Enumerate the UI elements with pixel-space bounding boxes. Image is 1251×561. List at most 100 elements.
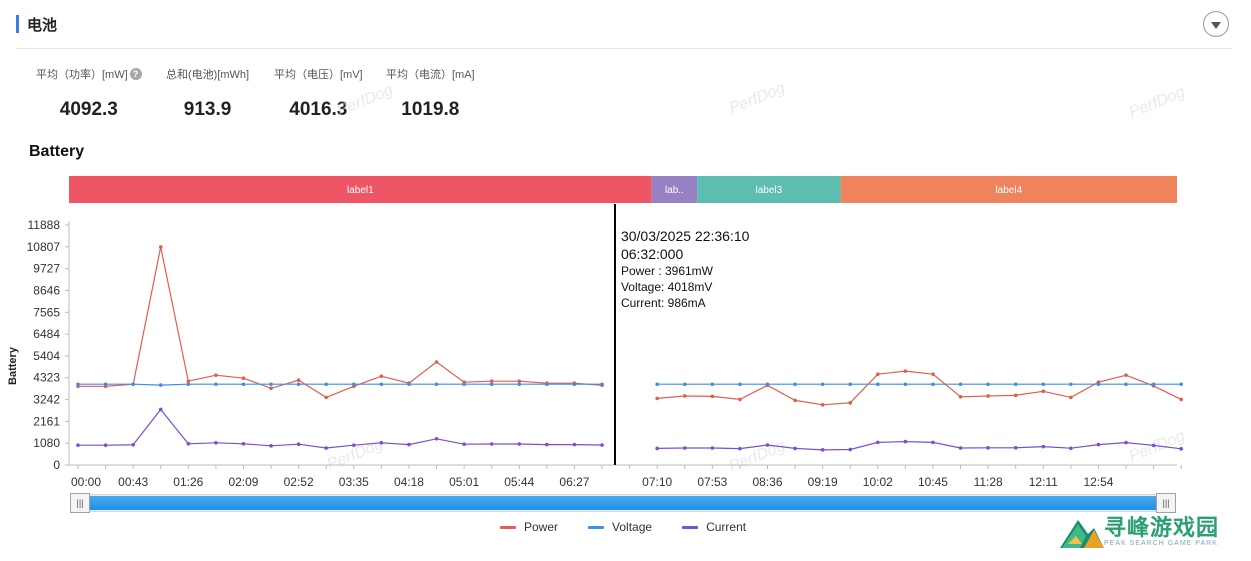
zoom-handle-left[interactable]: |||	[70, 493, 90, 513]
y-tick-label: 3242	[33, 393, 60, 407]
y-tick-label: 7565	[33, 305, 60, 319]
zoom-handle-right[interactable]: |||	[1156, 493, 1176, 513]
chart-legend: Power Voltage Current	[500, 520, 746, 534]
data-point-voltage	[1041, 382, 1046, 387]
series-line-current	[78, 408, 603, 449]
stat-avg-power: 平均（功率）[mW]? 4092.3	[36, 66, 142, 121]
x-tick-label: 07:10	[642, 475, 672, 489]
data-point-current	[793, 446, 797, 451]
label-band[interactable]	[69, 176, 652, 203]
stat-avg-current: 平均（电流）[mA] 1019.8	[386, 66, 475, 121]
tooltip-line: Voltage: 4018mV	[621, 280, 712, 294]
data-point-current	[876, 440, 880, 445]
data-point-voltage	[848, 382, 853, 387]
data-point-current	[765, 443, 770, 447]
data-point-voltage	[186, 382, 191, 387]
stat-value: 4092.3	[59, 99, 118, 120]
stat-value: 4016.3	[289, 99, 348, 120]
series-line-power	[78, 246, 603, 399]
data-point-current	[214, 440, 218, 445]
data-point-power	[876, 372, 880, 376]
logo-text-cn: 寻峰游戏园	[1104, 514, 1220, 540]
data-point-current	[958, 446, 963, 450]
data-point-power	[1124, 373, 1128, 377]
x-tick-label: 10:45	[918, 475, 948, 489]
data-point-power	[1179, 397, 1183, 402]
data-point-voltage	[1179, 382, 1183, 387]
stat-value: 913.9	[183, 99, 232, 120]
label-band[interactable]	[840, 176, 1177, 203]
tooltip-time: 06:32:000	[621, 246, 683, 262]
legend-swatch	[500, 525, 516, 529]
data-point-power	[489, 379, 494, 384]
data-point-current	[462, 442, 466, 447]
data-point-voltage	[876, 382, 880, 387]
x-tick-label: 03:35	[339, 475, 369, 489]
legend-item-current[interactable]: Current	[682, 520, 746, 534]
data-point-voltage	[820, 382, 825, 387]
x-tick-label: 01:26	[173, 475, 203, 489]
stat-label: 平均（电压）[mV]	[274, 69, 363, 81]
data-point-power	[517, 379, 522, 384]
data-point-current	[710, 446, 715, 450]
data-point-voltage	[1096, 382, 1101, 387]
data-point-voltage	[545, 382, 549, 387]
section-header: 电池	[16, 14, 57, 34]
data-point-current	[738, 446, 742, 451]
label-band[interactable]	[651, 176, 698, 203]
label-band[interactable]	[697, 176, 841, 203]
data-point-voltage	[1013, 382, 1018, 387]
data-point-voltage	[407, 382, 411, 387]
data-point-voltage	[931, 382, 935, 387]
data-point-power	[710, 394, 715, 399]
y-tick-label: 11888	[28, 218, 61, 232]
stat-label: 平均（电流）[mA]	[386, 69, 475, 81]
x-tick-label: 04:18	[394, 475, 424, 489]
tooltip-datetime: 30/03/2025 22:36:10	[621, 228, 750, 244]
data-point-current	[820, 448, 825, 452]
data-point-voltage	[958, 382, 963, 387]
section-title: 电池	[27, 16, 58, 34]
stat-label: 平均（功率）[mW]	[36, 69, 128, 81]
chart-title: Battery	[29, 143, 85, 160]
data-point-power	[379, 374, 384, 378]
data-point-power	[158, 245, 163, 249]
x-tick-label: 06:27	[559, 475, 589, 489]
data-point-current	[1013, 446, 1018, 450]
collapse-button[interactable]	[1203, 11, 1229, 37]
data-point-voltage	[572, 382, 577, 387]
x-tick-label: 00:00	[71, 475, 101, 489]
legend-label: Power	[524, 520, 559, 534]
data-point-voltage	[1069, 382, 1073, 387]
data-point-power	[793, 398, 797, 403]
data-point-power	[1013, 393, 1018, 398]
x-tick-label: 02:09	[228, 475, 258, 489]
zoom-slider-range[interactable]	[72, 496, 1172, 510]
legend-item-voltage[interactable]: Voltage	[588, 520, 652, 534]
data-point-current	[352, 443, 356, 448]
data-point-voltage	[903, 382, 908, 387]
help-icon[interactable]: ?	[129, 68, 142, 80]
y-axis-label: Battery	[7, 346, 19, 385]
header-divider	[16, 48, 1231, 49]
data-point-current	[572, 442, 577, 447]
data-point-voltage	[241, 382, 246, 387]
legend-item-power[interactable]: Power	[500, 520, 558, 534]
data-point-current	[241, 442, 246, 446]
tooltip-line: Power : 3961mW	[621, 264, 714, 278]
data-point-voltage	[379, 382, 384, 387]
title-accent-bar	[16, 15, 19, 33]
data-point-current	[434, 436, 439, 441]
y-tick-label: 8646	[33, 283, 60, 297]
data-point-voltage	[103, 382, 108, 387]
legend-swatch	[588, 525, 605, 529]
y-tick-label: 10807	[27, 240, 61, 254]
data-point-current	[103, 443, 108, 448]
x-tick-label: 12:11	[1029, 475, 1058, 489]
data-point-power	[820, 403, 825, 407]
data-point-voltage	[296, 382, 301, 387]
data-point-voltage	[1151, 382, 1156, 387]
data-point-voltage	[214, 382, 218, 387]
data-point-power	[958, 394, 963, 399]
